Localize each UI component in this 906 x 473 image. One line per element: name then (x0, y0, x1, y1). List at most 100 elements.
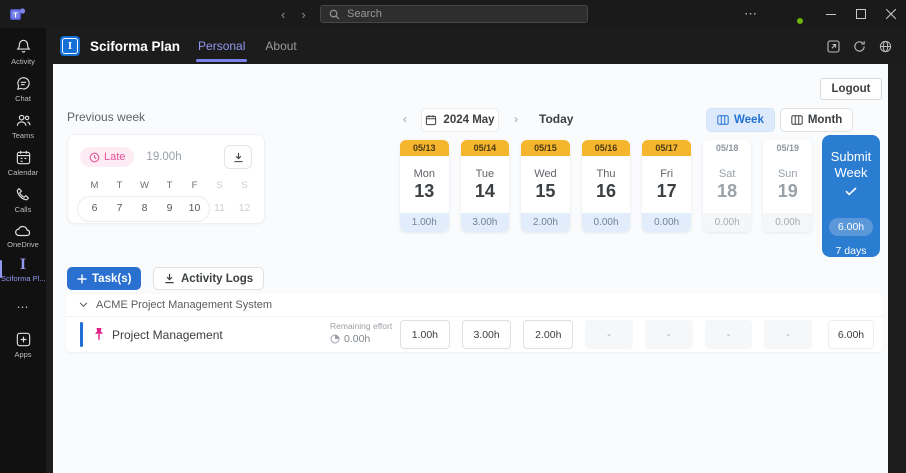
today-button[interactable]: Today (539, 112, 574, 126)
add-tasks-button[interactable]: Task(s) (67, 267, 142, 290)
minimize-button[interactable] (816, 0, 846, 28)
previous-period-button[interactable]: ‹ (403, 112, 407, 126)
hour-cell-thursday[interactable]: - (585, 320, 633, 349)
cloud-icon (14, 223, 32, 238)
close-button[interactable] (876, 0, 906, 28)
date-badge: 05/17 (642, 140, 691, 156)
hour-cell-friday[interactable]: - (644, 320, 693, 349)
period-label: 2024 May (443, 114, 495, 126)
week-total-badge: 6.00h (828, 218, 874, 236)
remaining-effort: Remaining effort 0.00h (330, 321, 393, 345)
more-apps-button[interactable]: ⋯ (0, 296, 46, 319)
search-box[interactable] (320, 5, 588, 23)
date-badge: 05/16 (581, 140, 631, 156)
tab-personal[interactable]: Personal (196, 28, 248, 64)
day-card-sunday[interactable]: 05/19 Sun 19 0.00h (763, 140, 813, 232)
previous-week-card: Late 19.00h M T W T (67, 134, 265, 224)
late-status-badge: Late (80, 147, 135, 167)
tab-about[interactable]: About (265, 39, 297, 53)
day-total-hours: 2.00h (521, 213, 570, 232)
row-total-cell: 6.00h (828, 320, 874, 349)
presence-available-icon (796, 17, 804, 25)
day-card-monday[interactable]: 05/13 Mon 13 1.00h (400, 140, 449, 232)
mini-day-7: 7 (116, 202, 123, 214)
download-icon (164, 273, 175, 284)
app-rail: Activity Chat Teams (0, 28, 46, 473)
sidebar-item-apps[interactable]: Apps (0, 327, 46, 364)
hour-cells: 1.00h 3.00h 2.00h - - - - (400, 317, 813, 352)
day-total-hours: 0.00h (581, 213, 631, 232)
submit-week-button[interactable]: Submit Week 6.00h 7 days (822, 135, 880, 257)
hour-cell-sunday[interactable]: - (764, 320, 813, 349)
mini-day-8: 8 (141, 202, 148, 214)
hour-cell-saturday[interactable]: - (704, 320, 753, 349)
user-avatar[interactable] (784, 5, 804, 25)
sidebar-item-onedrive[interactable]: OneDrive (0, 219, 46, 254)
day-card-saturday[interactable]: 05/18 Sat 18 0.00h (702, 140, 752, 232)
project-group-header[interactable]: ACME Project Management System (66, 294, 883, 317)
mini-day-10: 10 (188, 202, 201, 214)
pin-icon (93, 327, 105, 341)
sidebar-item-activity[interactable]: Activity (0, 34, 46, 71)
day-total-hours: 1.00h (400, 213, 449, 232)
next-period-button[interactable]: › (514, 112, 518, 126)
week-day-cards: 05/13 Mon 13 1.00h 05/14 Tue 14 3.00h 05… (400, 140, 813, 232)
mini-day-12: 12 (238, 202, 251, 214)
day-card-wednesday[interactable]: 05/15 Wed 15 2.00h (521, 140, 570, 232)
chevron-down-icon (79, 302, 88, 308)
logout-button[interactable]: Logout (820, 78, 882, 100)
month-view-button[interactable]: Month (779, 108, 854, 132)
hour-cell-monday[interactable]: 1.00h (400, 320, 450, 349)
sidebar-item-calls[interactable]: Calls (0, 182, 46, 219)
date-badge: 05/18 (702, 140, 752, 156)
active-indicator (0, 260, 2, 278)
maximize-button[interactable] (846, 0, 876, 28)
date-badge: 05/13 (400, 140, 449, 156)
project-group-name: ACME Project Management System (96, 299, 273, 311)
history-forward-button[interactable]: › (301, 6, 306, 22)
workdays-outline (77, 196, 210, 222)
calendar-icon (15, 149, 32, 166)
day-card-tuesday[interactable]: 05/14 Tue 14 3.00h (460, 140, 510, 232)
week-days-count: 7 days (835, 245, 867, 257)
date-badge: 05/19 (763, 140, 813, 156)
sidebar-item-sciforma[interactable]: I Sciforma Pl... (0, 256, 45, 283)
globe-icon[interactable] (876, 37, 894, 55)
app-canvas: Logout Previous week Late 19.00h (53, 64, 888, 473)
clock-icon (89, 152, 100, 163)
period-selector-button[interactable]: 2024 May (421, 108, 499, 132)
mini-day-6: 6 (91, 202, 98, 214)
activity-logs-button[interactable]: Activity Logs (153, 267, 265, 290)
refresh-icon[interactable] (850, 37, 868, 55)
day-total-hours: 3.00h (460, 213, 510, 232)
search-input[interactable] (347, 8, 579, 20)
day-card-thursday[interactable]: 05/16 Thu 16 0.00h (581, 140, 631, 232)
previous-week-mini-calendar: M T W T F S S 6 7 8 9 10 11 12 (77, 178, 252, 222)
hour-cell-tuesday[interactable]: 3.00h (461, 320, 512, 349)
sidebar-item-calendar[interactable]: Calendar (0, 145, 46, 182)
day-total-hours: 0.00h (702, 213, 752, 232)
late-hours-value: 19.00h (146, 151, 182, 163)
mini-day-9: 9 (166, 202, 173, 214)
hour-cell-wednesday[interactable]: 2.00h (523, 320, 574, 349)
day-card-friday[interactable]: 05/17 Fri 17 0.00h (642, 140, 691, 232)
people-icon (15, 112, 32, 129)
sciforma-logo-icon: I (60, 36, 80, 56)
week-view-button[interactable]: Week (706, 108, 775, 132)
mini-day-11: 11 (214, 202, 225, 214)
view-toggle: Week Month (706, 108, 854, 132)
search-icon (329, 9, 340, 20)
export-previous-week-button[interactable] (224, 145, 252, 169)
history-back-button[interactable]: ‹ (281, 6, 286, 22)
calendar-icon (425, 114, 437, 126)
sidebar-item-teams[interactable]: Teams (0, 108, 46, 145)
open-in-window-icon[interactable] (824, 37, 842, 55)
timesheet-table: ACME Project Management System Project M… (66, 294, 883, 352)
more-options-button[interactable]: ⋯ (744, 6, 758, 21)
svg-text:T: T (13, 13, 18, 20)
plus-square-icon (15, 331, 32, 348)
sidebar-item-chat[interactable]: Chat (0, 71, 46, 108)
title-bar: T ‹ › ⋯ (0, 0, 906, 28)
columns-icon (717, 115, 729, 125)
